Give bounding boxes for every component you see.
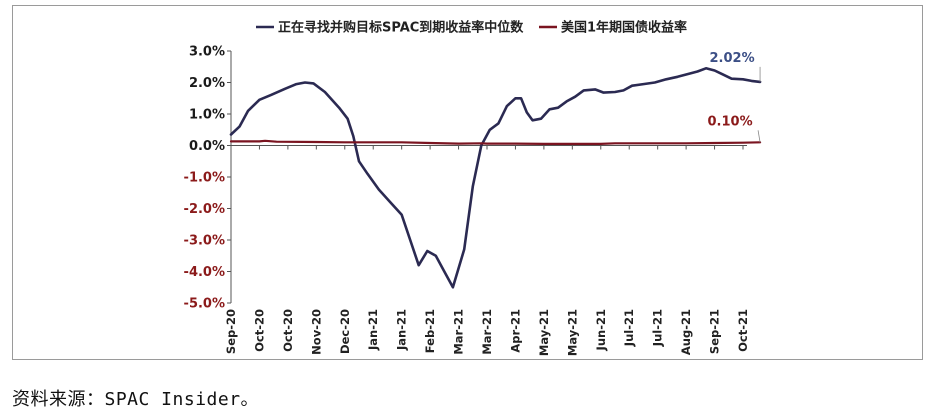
x-axis: Sep-20 Oct-20 Oct-20 Nov-20 Dec-20 Jan-21 Jan-… [224,145,750,356]
x-tick-label: Apr-21 [508,309,522,353]
y-tick-label: -4.0% [184,265,225,280]
x-tick-label: Feb-21 [423,309,437,353]
y-tick-label: -1.0% [184,171,225,186]
x-tick-label: Oct-21 [736,309,750,352]
x-tick-label: Nov-20 [309,309,323,355]
x-tick-label: Sep-21 [708,309,722,354]
legend: 正在寻找并购目标SPAC到期收益率中位数 美国1年期国债收益率 [256,20,687,36]
x-tick-label: Oct-20 [281,309,295,352]
x-tick-label: Sep-20 [224,309,238,354]
y-tick-label: 3.0% [189,45,225,60]
x-tick-label: Jan-21 [395,309,409,351]
end-value-label-1: 2.02% [710,51,755,66]
chart-frame: 正在寻找并购目标SPAC到期收益率中位数 美国1年期国债收益率 3.0% 2.0% 1… [12,5,923,360]
x-tick-label: Jul-21 [651,309,665,347]
data-label-leader-2 [757,130,761,143]
x-tick-label: Mar-21 [452,309,466,355]
x-tick-label: May-21 [537,309,551,356]
x-tick-label: Dec-20 [338,309,352,354]
legend-label-1: 正在寻找并购目标SPAC到期收益率中位数 [278,20,524,36]
series-line-2 [229,139,762,145]
x-tick-label: Aug-21 [679,309,693,355]
x-tick-label: Jul-21 [622,309,636,347]
x-tick-label: Jan-21 [366,309,380,351]
x-tick-label: May-21 [565,309,579,356]
x-tick-label: Mar-21 [480,309,494,355]
x-tick-label: Oct-20 [252,309,266,352]
end-value-label-2: 0.10% [708,114,753,129]
x-tick-label: Jun-21 [594,309,608,351]
y-tick-label: 2.0% [189,76,225,91]
plot-area: 2.02% 0.10% [229,51,762,289]
source-note: 资料来源：SPAC Insider。 [12,389,260,410]
y-tick-label: 1.0% [189,108,225,123]
y-tick-label: -5.0% [184,297,225,312]
y-tick-label: -2.0% [184,202,225,217]
line-chart: 正在寻找并购目标SPAC到期收益率中位数 美国1年期国债收益率 3.0% 2.0% 1… [184,20,762,356]
y-axis: 3.0% 2.0% 1.0% 0.0% -1.0% -2.0% -3.0% -4.0% -5.0… [184,45,232,312]
legend-label-2: 美国1年期国债收益率 [561,20,687,36]
y-tick-label: 0.0% [189,139,225,154]
y-tick-label: -3.0% [184,234,225,249]
series-line-1 [229,66,762,289]
